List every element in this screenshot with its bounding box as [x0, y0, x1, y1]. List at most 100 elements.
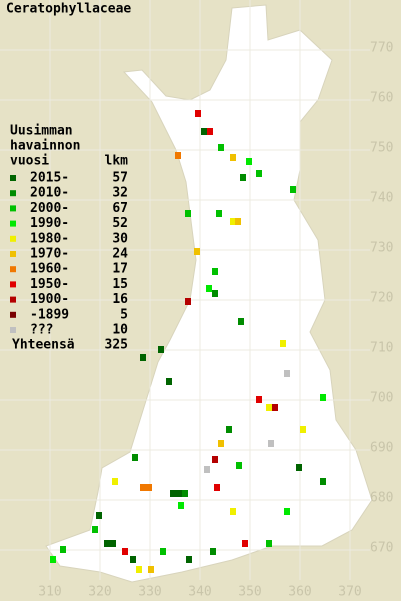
legend-count: 67 — [112, 201, 128, 216]
legend-swatch — [10, 296, 16, 303]
observation-square — [214, 484, 220, 491]
observation-square — [166, 378, 172, 385]
observation-square — [194, 248, 200, 255]
y-tick-label: 690 — [370, 441, 393, 456]
observation-square — [207, 128, 213, 135]
observation-square — [170, 490, 176, 497]
y-tick-label: 680 — [370, 491, 393, 506]
legend-heading: vuosi — [10, 154, 49, 169]
legend-count: 15 — [112, 277, 128, 292]
observation-square — [235, 218, 241, 225]
observation-square — [320, 394, 326, 401]
legend-heading: Uusimman — [10, 124, 73, 139]
legend-label: 1960- — [30, 262, 69, 277]
y-tick-label: 750 — [370, 141, 393, 156]
legend-total: 325 — [105, 338, 128, 353]
legend-label: 2015- — [30, 171, 69, 186]
observation-square — [230, 218, 236, 225]
observation-square — [176, 490, 182, 497]
y-tick-label: 700 — [370, 391, 393, 406]
y-tick-label: 760 — [370, 91, 393, 106]
legend-label: ??? — [30, 323, 53, 338]
observation-square — [230, 508, 236, 515]
observation-square — [204, 466, 210, 473]
observation-square — [256, 170, 262, 177]
observation-square — [175, 152, 181, 159]
observation-square — [296, 464, 302, 471]
legend-count: 17 — [112, 262, 128, 277]
observation-square — [201, 128, 207, 135]
observation-square — [242, 540, 248, 547]
legend-label: 2000- — [30, 201, 69, 216]
legend-count: 57 — [112, 171, 128, 186]
observation-square — [268, 440, 274, 447]
observation-square — [185, 298, 191, 305]
observation-square — [216, 210, 222, 217]
observation-square — [182, 490, 188, 497]
observation-square — [146, 484, 152, 491]
observation-square — [195, 110, 201, 117]
observation-square — [210, 548, 216, 555]
map-title: Ceratophyllaceae — [6, 2, 131, 17]
observation-square — [246, 158, 252, 165]
observation-square — [140, 354, 146, 361]
legend-label: 1990- — [30, 216, 69, 231]
observation-square — [266, 404, 272, 411]
legend-swatch — [10, 190, 16, 197]
y-tick-label: 670 — [370, 541, 393, 556]
observation-square — [218, 144, 224, 151]
observation-square — [226, 426, 232, 433]
observation-square — [280, 340, 286, 347]
legend-label: 2010- — [30, 186, 69, 201]
observation-square — [96, 512, 102, 519]
observation-square — [185, 210, 191, 217]
observation-square — [272, 404, 278, 411]
observation-square — [256, 396, 262, 403]
legend-swatch — [10, 327, 16, 333]
legend-swatch — [10, 281, 16, 288]
observation-square — [218, 440, 224, 447]
observation-square — [130, 556, 136, 563]
legend-swatch — [10, 175, 16, 181]
legend-count: 5 — [120, 307, 128, 322]
legend-count: 30 — [112, 231, 128, 246]
x-tick-label: 320 — [88, 585, 111, 600]
observation-square — [136, 566, 142, 573]
legend-label: -1899 — [30, 307, 69, 322]
observation-square — [240, 174, 246, 181]
observation-square — [300, 426, 306, 433]
legend-label: 1970- — [30, 247, 69, 262]
observation-square — [212, 290, 218, 297]
y-tick-label: 720 — [370, 291, 393, 306]
legend-swatch — [10, 205, 16, 212]
legend-count-heading: lkm — [105, 154, 129, 169]
legend-count: 16 — [112, 292, 128, 307]
observation-square — [186, 556, 192, 563]
observation-square — [230, 154, 236, 161]
observation-square — [284, 508, 290, 515]
observation-square — [140, 484, 146, 491]
observation-square — [122, 548, 128, 555]
observation-square — [132, 454, 138, 461]
legend-swatch — [10, 266, 16, 273]
observation-square — [92, 526, 98, 533]
legend-heading: havainnon — [10, 139, 80, 154]
observation-square — [266, 540, 272, 547]
y-tick-label: 730 — [370, 241, 393, 256]
observation-square — [236, 462, 242, 469]
observation-square — [238, 318, 244, 325]
observation-square — [160, 548, 166, 555]
legend-swatch — [10, 235, 16, 242]
x-tick-label: 330 — [138, 585, 161, 600]
observation-square — [284, 370, 290, 377]
observation-square — [104, 540, 110, 547]
legend-count: 32 — [112, 186, 128, 201]
observation-square — [50, 556, 56, 563]
observation-squares — [50, 110, 326, 573]
legend-label: 1900- — [30, 292, 69, 307]
x-tick-label: 340 — [188, 585, 211, 600]
legend-count: 52 — [112, 216, 128, 231]
observation-square — [212, 456, 218, 463]
